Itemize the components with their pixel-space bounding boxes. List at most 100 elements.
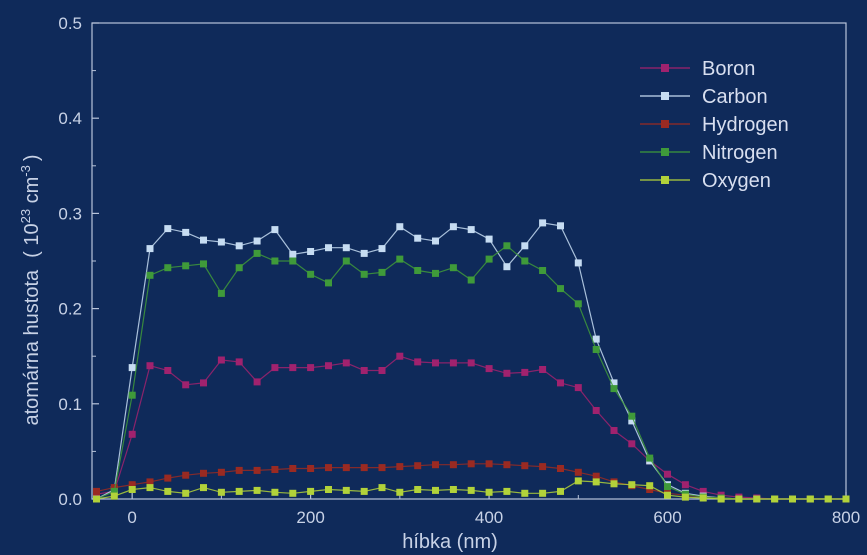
y-axis-unit-exp1: 23 [18,209,33,223]
data-point-oxygen [539,489,547,497]
x-tick-label: 200 [296,508,324,527]
legend: Boron Carbon Hydrogen Nitrogen Oxygen [640,58,789,192]
data-point-nitrogen [432,269,439,277]
y-axis-unit-close: ) [21,154,43,161]
data-point-nitrogen [360,270,368,278]
data-point-carbon [289,250,297,258]
data-point-hydrogen [574,468,582,476]
legend-marker [661,176,669,184]
y-tick-label: 0.0 [58,490,82,509]
data-point-nitrogen [200,260,207,268]
data-point-nitrogen [146,271,154,279]
data-point-boron [592,407,600,414]
data-point-hydrogen [342,464,350,472]
data-point-carbon [574,259,582,267]
legend-marker [661,64,669,72]
series-group [93,219,850,503]
data-point-hydrogen [646,486,654,493]
data-point-nitrogen [253,249,261,257]
legend-label: Nitrogen [702,142,778,164]
data-point-hydrogen [235,466,243,474]
data-point-oxygen [753,495,761,503]
data-point-oxygen [217,488,225,496]
data-point-hydrogen [449,461,457,469]
data-point-carbon [271,226,279,234]
legend-label: Boron [702,58,755,80]
legend-item-carbon: Carbon [640,86,768,108]
data-point-nitrogen [539,267,547,274]
data-point-carbon [146,245,154,253]
data-point-hydrogen [396,463,404,471]
data-point-boron [271,364,279,372]
data-point-boron [307,364,315,372]
data-point-carbon [485,235,493,243]
data-point-hydrogen [521,462,529,470]
data-point-oxygen [164,487,172,495]
data-point-boron [325,362,332,370]
data-point-hydrogen [360,464,368,472]
data-point-boron [467,359,475,367]
data-point-carbon [396,223,404,231]
data-point-nitrogen [646,454,654,462]
data-point-hydrogen [307,465,315,472]
data-point-nitrogen [342,257,350,265]
data-point-carbon [503,263,511,271]
data-point-boron [289,364,297,372]
data-point-oxygen [289,489,297,497]
data-point-boron [414,358,422,366]
data-point-nitrogen [164,264,172,272]
data-point-nitrogen [467,276,475,284]
data-point-oxygen [735,495,743,503]
data-point-hydrogen [93,487,100,495]
data-point-hydrogen [592,472,600,480]
data-point-oxygen [235,487,243,495]
data-point-oxygen [503,487,511,495]
x-axis-title: híbka (nm) [402,531,498,553]
data-point-oxygen [664,491,671,499]
legend-item-oxygen: Oxygen [640,170,771,192]
data-point-carbon [325,244,332,252]
data-point-oxygen [574,477,582,485]
data-point-carbon [539,219,547,227]
legend-marker [661,148,669,156]
data-point-boron [485,365,493,373]
data-point-carbon [592,335,600,343]
data-point-boron [610,427,618,434]
data-point-hydrogen [432,461,439,469]
data-point-boron [681,481,689,489]
legend-label: Hydrogen [702,114,789,136]
data-point-hydrogen [182,471,190,479]
data-point-oxygen [93,495,100,503]
legend-marker [661,92,669,100]
data-point-boron [557,379,564,387]
y-tick-label: 0.3 [58,204,82,223]
legend-item-boron: Boron [640,58,755,80]
data-point-oxygen [592,478,600,486]
data-point-nitrogen [235,264,243,272]
data-point-oxygen [485,488,493,496]
y-tick-label: 0.4 [58,109,82,128]
data-point-carbon [467,226,475,234]
data-point-hydrogen [253,466,261,474]
data-point-boron [574,384,582,392]
data-point-oxygen [378,484,386,492]
data-point-hydrogen [200,469,207,477]
data-point-hydrogen [217,468,225,476]
data-point-hydrogen [485,460,493,468]
data-point-nitrogen [503,242,511,250]
data-point-boron [200,379,207,387]
y-axis-unit-open: ( 10 [21,223,43,257]
data-point-oxygen [128,486,136,493]
data-point-boron [342,359,350,367]
data-point-oxygen [646,482,654,490]
data-point-boron [432,359,439,367]
data-point-boron [217,356,225,364]
data-point-oxygen [307,487,315,495]
data-point-oxygen [699,494,707,502]
data-point-nitrogen [610,385,618,393]
axis-ticks: 0 200 400 600 800 0.0 0.1 0.2 0.3 0.4 0.5 [58,14,860,527]
y-axis-title-main: atomárna hustota [21,269,43,426]
